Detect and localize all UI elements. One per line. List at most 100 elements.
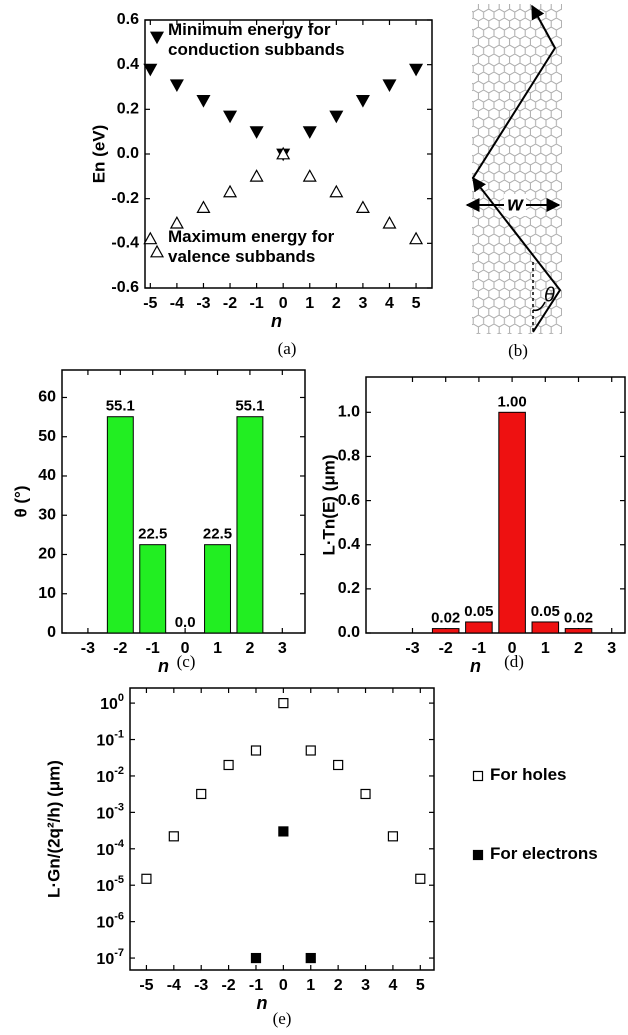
- value-label: 0.02: [564, 610, 593, 627]
- x-tick-label: 5: [412, 295, 421, 312]
- y-tick-label: 20: [38, 546, 56, 563]
- marker: [355, 200, 370, 213]
- marker: [387, 831, 399, 842]
- x-axis-label: n: [158, 656, 169, 676]
- plot-frame: [365, 376, 626, 634]
- y-tick-label: 0.4: [117, 56, 139, 73]
- x-tick-label: 1: [305, 295, 314, 312]
- caption: (c): [177, 652, 196, 671]
- x-tick-label: 4: [385, 295, 394, 312]
- marker: [382, 215, 397, 229]
- tick-base: 10: [96, 806, 114, 823]
- x-axis-label: n: [271, 311, 282, 331]
- marker: [409, 231, 424, 245]
- x-tick-label: -2: [113, 640, 127, 657]
- bar: [139, 544, 167, 634]
- y-tick-label: 0: [47, 624, 56, 641]
- y-tick-label: 10-7: [96, 947, 124, 968]
- legend-box: Minimum energy for conduction subbands: [168, 20, 345, 59]
- caption: (d): [504, 652, 524, 671]
- legend-marker: [149, 31, 165, 45]
- marker: [276, 146, 291, 160]
- y-tick-label: 0.6: [117, 11, 139, 28]
- bar: [236, 416, 264, 634]
- legend-marker: [149, 244, 165, 258]
- x-tick-label: -2: [221, 977, 235, 994]
- tick-exponent: -7: [114, 947, 124, 959]
- tick-base: 10: [96, 951, 114, 968]
- trajectory-head: [472, 176, 486, 193]
- marker: [355, 95, 370, 108]
- y-tick-label: -0.4: [111, 235, 139, 252]
- y-tick-label: 10-5: [96, 874, 124, 895]
- y-tick-label: 10-1: [96, 728, 124, 749]
- marker: [249, 169, 264, 182]
- tick-exponent: 0: [118, 692, 124, 704]
- tick-base: 10: [96, 915, 114, 932]
- x-axis-label: n: [470, 656, 481, 676]
- marker: [250, 745, 262, 756]
- legend-marker: [472, 770, 484, 782]
- marker: [382, 79, 397, 93]
- marker: [143, 231, 158, 245]
- y-axis-label: θ (°): [11, 485, 30, 517]
- marker: [333, 759, 344, 771]
- x-tick-label: 1: [213, 640, 222, 657]
- x-tick-label: 3: [278, 640, 287, 657]
- y-tick-label: 40: [38, 467, 56, 484]
- y-axis-label: L·Gn/(2q²/h) (μm): [44, 760, 63, 898]
- x-tick-label: 2: [332, 295, 341, 312]
- caption: (b): [508, 341, 528, 360]
- angle-arc: [532, 301, 546, 312]
- y-tick-label: -0.6: [111, 279, 139, 296]
- y-tick-label: 0.2: [117, 101, 139, 118]
- value-label: 22.5: [203, 526, 232, 543]
- bar: [531, 621, 560, 634]
- legend-label: For holes: [490, 765, 567, 784]
- tick-exponent: -1: [114, 728, 124, 740]
- caption: (a): [278, 339, 297, 358]
- x-tick-label: 1: [306, 977, 315, 994]
- x-tick-label: -1: [249, 295, 263, 312]
- value-label: 0.05: [464, 603, 493, 620]
- x-tick-label: -3: [194, 977, 208, 994]
- width-label: w: [507, 193, 524, 215]
- value-label: 55.1: [106, 398, 135, 415]
- x-tick-label: -4: [170, 295, 184, 312]
- marker: [223, 184, 238, 198]
- y-tick-label: 100: [100, 692, 124, 713]
- value-label: 0.02: [431, 610, 460, 627]
- tick-base: 10: [96, 733, 114, 750]
- x-tick-label: 3: [358, 295, 367, 312]
- x-tick-label: 2: [245, 640, 254, 657]
- value-label: 0.0: [175, 614, 196, 631]
- marker: [302, 126, 317, 139]
- tick-exponent: -5: [114, 874, 124, 886]
- marker: [302, 169, 317, 182]
- plot-frame: [61, 369, 306, 634]
- y-tick-label: 60: [38, 389, 56, 406]
- marker: [409, 63, 424, 77]
- x-tick-label: -2: [223, 295, 237, 312]
- y-tick-label: 0.4: [338, 536, 360, 553]
- bar: [204, 544, 231, 634]
- legend-box: For holes: [490, 765, 567, 784]
- tick-exponent: -3: [114, 801, 124, 813]
- x-tick-label: -3: [405, 640, 419, 657]
- x-tick-label: -4: [167, 977, 181, 994]
- bar: [431, 628, 460, 634]
- x-tick-label: -2: [439, 640, 453, 657]
- value-label: 0.05: [531, 603, 560, 620]
- caption: (e): [273, 1009, 292, 1028]
- tick-base: 10: [96, 878, 114, 895]
- x-tick-label: -3: [196, 295, 210, 312]
- angle-label: θ: [544, 284, 555, 306]
- y-tick-label: 50: [38, 428, 56, 445]
- x-tick-label: 2: [574, 640, 583, 657]
- legend-label: Minimum energy for conduction subbands: [168, 20, 345, 59]
- y-tick-label: 30: [38, 506, 56, 523]
- marker: [223, 110, 238, 124]
- value-label: 1.00: [498, 393, 527, 410]
